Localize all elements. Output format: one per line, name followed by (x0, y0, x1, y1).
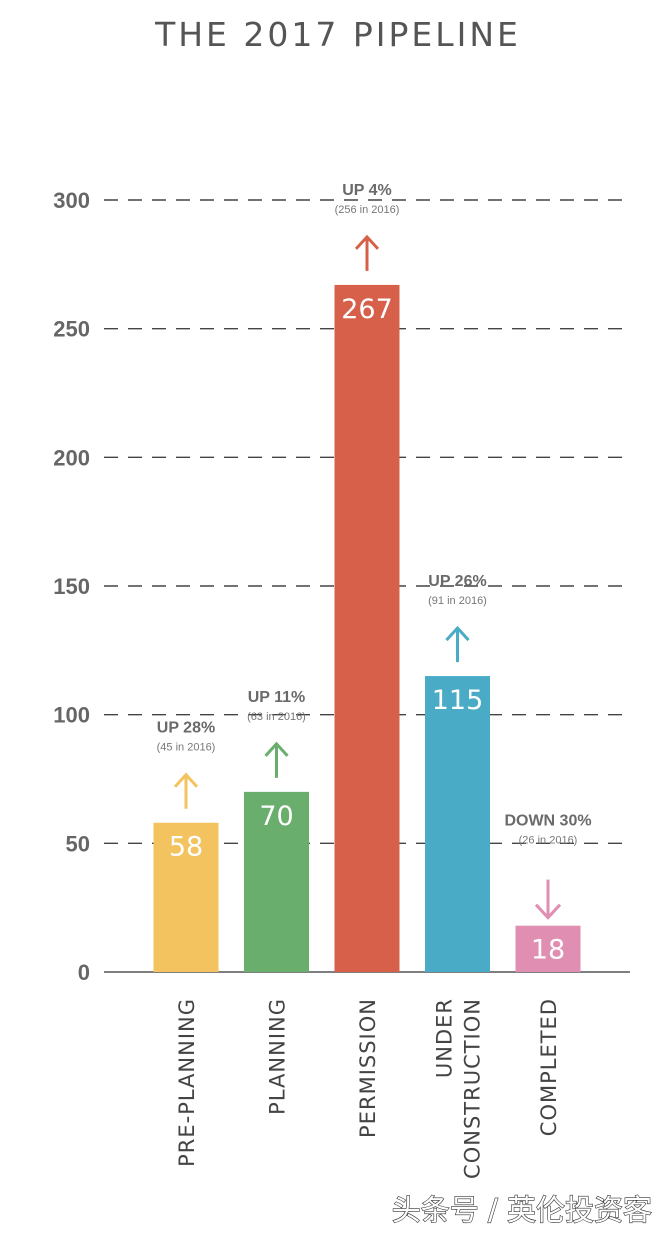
chart-title: THE 2017 PIPELINE (154, 15, 521, 54)
category-label-line: COMPLETED (537, 998, 561, 1136)
change-label: UP 4% (342, 182, 392, 199)
arrow-up-icon (445, 625, 470, 663)
category-label-line: PRE-PLANNING (175, 998, 199, 1167)
grid-lines (104, 199, 630, 845)
category-label-line: CONSTRUCTION (461, 998, 485, 1179)
change-label: UP 11% (248, 689, 306, 706)
bar-value-label: 115 (432, 685, 484, 716)
y-axis-tick-labels: 0 50 100 150 200 250 300 (53, 188, 90, 985)
change-label: UP 28% (157, 720, 215, 737)
category-label-line: PERMISSION (356, 998, 380, 1138)
y-tick-label: 300 (53, 188, 90, 213)
bar-value-label: 70 (259, 801, 293, 832)
bar-value-label: 267 (341, 294, 393, 325)
bar (515, 925, 581, 972)
previous-year-label: (256 in 2016) (335, 204, 400, 216)
bar (334, 284, 400, 972)
previous-year-label: (45 in 2016) (157, 742, 216, 754)
arrow-up-icon (173, 772, 199, 809)
watermark-text: 头条号 / 英伦投资客 (392, 1193, 652, 1227)
category-label-line: PLANNING (266, 998, 290, 1115)
arrow-down-icon (534, 879, 562, 920)
category-label: PLANNING (266, 998, 290, 1115)
y-tick-label: 50 (66, 831, 90, 856)
bar-value-label: 58 (169, 832, 203, 863)
change-label: UP 26% (428, 573, 486, 590)
y-tick-label: 250 (53, 317, 90, 342)
arrow-up-icon (354, 234, 380, 271)
previous-year-label: (91 in 2016) (428, 595, 487, 607)
arrow-up-icon (264, 741, 289, 778)
category-label: COMPLETED (537, 998, 561, 1136)
bar-value-label: 18 (531, 935, 565, 966)
y-tick-label: 100 (53, 703, 90, 728)
bar (153, 822, 219, 972)
category-label: PRE-PLANNING (175, 998, 199, 1167)
change-annotations: UP 28% (45 in 2016) UP 11% (63 in 2016) UP 4… (157, 182, 592, 920)
y-tick-label: 150 (53, 574, 90, 599)
category-label: UNDER CONSTRUCTION (433, 998, 485, 1179)
change-label: DOWN 30% (504, 813, 591, 830)
category-label: PERMISSION (356, 998, 380, 1138)
previous-year-label: (26 in 2016) (519, 835, 578, 847)
bar (425, 676, 490, 972)
y-tick-label: 0 (78, 960, 90, 985)
category-labels: PRE-PLANNING PLANNING PERMISSION UNDER CONST… (175, 998, 561, 1179)
category-label-line: UNDER (433, 998, 457, 1078)
y-tick-label: 200 (53, 445, 90, 470)
previous-year-label: (63 in 2016) (247, 711, 306, 723)
bars: 58 70 267 115 18 (153, 284, 581, 972)
bar (244, 791, 309, 972)
